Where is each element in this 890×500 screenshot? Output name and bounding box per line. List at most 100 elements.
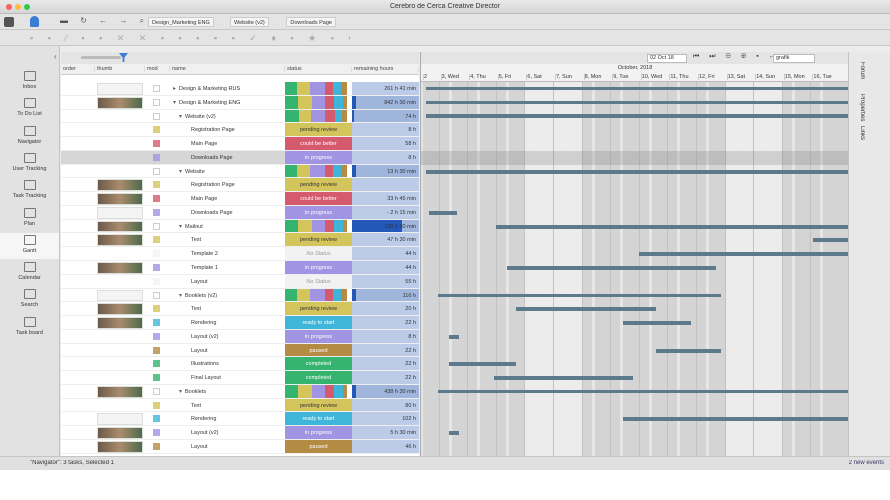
- table-row[interactable]: Final Layout completed 22 h: [61, 371, 419, 385]
- table-row[interactable]: Text pending review 20 h: [61, 302, 419, 317]
- breadcrumb-tab[interactable]: Downloads Page: [286, 17, 336, 27]
- task-bar[interactable]: [507, 265, 716, 270]
- task-bar[interactable]: [426, 169, 848, 174]
- sidebar-item[interactable]: Gantt: [0, 232, 59, 259]
- sidebar-label: Task Tracking: [12, 193, 47, 200]
- task-bar[interactable]: [639, 252, 848, 257]
- gantt-nav[interactable]: ⏮ ⏭ ⊖ ⊕ ▪ ↔: [693, 53, 780, 60]
- task-bar[interactable]: [449, 431, 459, 436]
- sidebar-item[interactable]: User Tracking: [0, 151, 59, 177]
- task-bar[interactable]: [438, 293, 721, 297]
- task-bar[interactable]: [623, 320, 691, 325]
- table-row[interactable]: Text pending review 47 h 30 min: [61, 233, 419, 248]
- table-row[interactable]: ▾ Website (v2) 74 h: [61, 109, 419, 124]
- sidebar-item[interactable]: Navigator: [0, 124, 59, 150]
- status-segment: [309, 288, 325, 302]
- table-row[interactable]: Text pending review 80 h: [61, 398, 419, 413]
- remaining-hours: 261 h 41 min: [384, 86, 416, 92]
- status-cell: could be better: [285, 137, 352, 150]
- minimize-button[interactable]: [15, 4, 21, 10]
- status-segment: [334, 219, 344, 233]
- mod-icon: [153, 277, 160, 285]
- sidebar-item[interactable]: Inbox: [0, 69, 59, 95]
- status-segment: [285, 384, 298, 398]
- table-row[interactable]: Layout (v2) in progress 8 h: [61, 329, 419, 344]
- mod-icon: [153, 319, 160, 327]
- table-row[interactable]: Main Page could be better 58 h: [61, 137, 419, 151]
- breadcrumb-tab[interactable]: Website (v2): [230, 17, 269, 27]
- task-bar[interactable]: [426, 114, 848, 119]
- task-bar[interactable]: [813, 238, 848, 243]
- date-field[interactable]: 02 Oct 18: [647, 54, 687, 63]
- remaining-cell: 102 h: [352, 412, 419, 426]
- table-row[interactable]: Registration Page pending review: [61, 178, 419, 193]
- task-bar[interactable]: [494, 376, 633, 381]
- remaining-hours: 47 h 30 min: [387, 237, 416, 244]
- task-bar[interactable]: [426, 101, 848, 105]
- task-bar[interactable]: [438, 390, 848, 394]
- table-row[interactable]: Registration Page pending review 8 h: [61, 123, 419, 138]
- table-row[interactable]: ▾ Booklets (v2) 116 h: [61, 288, 419, 303]
- table-row[interactable]: Downloads Page in progress 8 h: [61, 150, 419, 165]
- task-bar[interactable]: [449, 334, 459, 339]
- status-segment: [334, 95, 344, 109]
- remaining-hours: 22 h: [405, 320, 416, 327]
- sidebar-item[interactable]: Task Tracking: [0, 178, 59, 204]
- sidebar-item[interactable]: Calendar: [0, 260, 59, 286]
- table-row[interactable]: Template 2 No Status 44 h: [61, 247, 419, 261]
- remaining-hours: 22 h: [405, 375, 416, 382]
- task-bar[interactable]: [429, 210, 457, 215]
- task-bar[interactable]: [426, 87, 848, 91]
- table-row[interactable]: ▸ Design & Marketing RUS 261 h 41 min: [61, 82, 419, 96]
- status-cell: in progress: [285, 426, 352, 440]
- task-bar[interactable]: [656, 348, 721, 353]
- table-row[interactable]: Main Page could be better 33 h 45 min: [61, 192, 419, 206]
- task-name: Downloads Page: [191, 154, 233, 161]
- table-row[interactable]: Rendering ready to start 22 h: [61, 316, 419, 330]
- sidebar-item[interactable]: Task board: [0, 315, 59, 341]
- sidebar-label: User Tracking: [12, 165, 47, 172]
- status-segment: [297, 95, 312, 109]
- collapse-arrow[interactable]: ‹: [54, 52, 57, 61]
- day-gap: [734, 82, 738, 456]
- nav-icons[interactable]: ▬ ↻ ← → ⌕: [60, 16, 150, 25]
- table-row[interactable]: Layout paused 22 h: [61, 343, 419, 358]
- zoom-button[interactable]: [24, 4, 30, 10]
- filter-icon[interactable]: [119, 53, 128, 62]
- task-bar[interactable]: [516, 307, 656, 312]
- mod-icon: [153, 264, 160, 271]
- sidebar-item[interactable]: To Do List: [0, 96, 59, 122]
- status-segment: [341, 288, 348, 302]
- view-select[interactable]: grafik: [773, 54, 815, 63]
- table-row[interactable]: ▾ Website 13 h 30 min: [61, 164, 419, 179]
- side-tab[interactable]: Links: [859, 126, 865, 141]
- toolbar-icons[interactable]: ▪ ▪ ⁄ ▪ ▪ ✕ ✕ ▪ ▪ ▪ ▪ ▪ ✓ ♦ ▪ ★ ▪ ▪ ▪ ⁄ …: [30, 33, 350, 43]
- table-row[interactable]: Downloads Page in progress - 2 h 15 min: [61, 205, 419, 220]
- task-name: Mailout: [185, 223, 203, 230]
- sidebar-item[interactable]: Search: [0, 287, 59, 313]
- events-link[interactable]: 2 new events: [848, 460, 884, 466]
- table-row[interactable]: Layout paused 46 h: [61, 440, 419, 454]
- table-row[interactable]: Template 1 in progress 44 h: [61, 261, 419, 275]
- table-row[interactable]: Layout No Status 55 h: [61, 274, 419, 289]
- table-row[interactable]: ▾ Mailout 190 h 30 min: [61, 219, 419, 234]
- table-row[interactable]: Illustrations completed 22 h: [61, 357, 419, 372]
- breadcrumb-tab[interactable]: Design_Marketing ENG: [148, 17, 214, 27]
- close-button[interactable]: [6, 4, 12, 10]
- sidebar-item[interactable]: Plan: [0, 206, 59, 232]
- table-row[interactable]: Layout (v2) in progress 5 h 30 min: [61, 426, 419, 441]
- status-cell: in progress: [285, 205, 352, 219]
- task-bar[interactable]: [623, 417, 848, 422]
- task-bar[interactable]: [449, 362, 516, 367]
- mod-icon: [153, 140, 160, 148]
- table-row[interactable]: ▾ Design & Marketing ENG 842 h 30 min: [61, 95, 419, 110]
- remaining-hours: 8 h: [408, 127, 416, 134]
- side-tab[interactable]: Forum: [859, 62, 865, 80]
- status-segment: [343, 384, 348, 398]
- status-segment: [334, 384, 344, 398]
- table-row[interactable]: ▾ Booklets 438 h 30 min: [61, 384, 419, 399]
- side-tab[interactable]: Properties: [859, 94, 865, 122]
- filter-slider[interactable]: [81, 56, 121, 59]
- table-row[interactable]: Rendering ready to start 102 h: [61, 412, 419, 427]
- task-bar[interactable]: [496, 224, 848, 229]
